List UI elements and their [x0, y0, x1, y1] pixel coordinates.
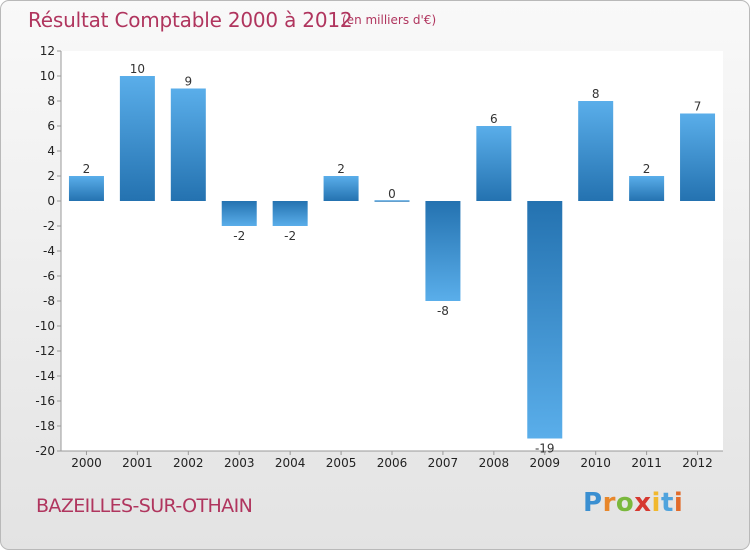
x-tick-label: 2004 — [275, 456, 306, 470]
y-tick-label: 10 — [40, 69, 55, 83]
x-tick-label: 2006 — [377, 456, 408, 470]
x-tick-label: 2000 — [71, 456, 102, 470]
plot-area — [61, 51, 723, 451]
logo-letter: t — [660, 488, 674, 518]
bar — [170, 88, 206, 201]
bar — [629, 176, 665, 201]
logo-letter: r — [602, 488, 616, 518]
bar-value-label: -2 — [233, 229, 245, 243]
y-tick-label: -18 — [35, 419, 55, 433]
bar — [578, 101, 614, 201]
bar — [374, 200, 410, 202]
bar — [272, 201, 308, 226]
y-tick-label: 0 — [47, 194, 55, 208]
x-tick-label: 2007 — [428, 456, 459, 470]
y-tick-label: -4 — [43, 244, 55, 258]
bar-value-label: 6 — [490, 112, 498, 126]
bar-value-label: -19 — [535, 442, 555, 456]
x-tick-label: 2012 — [682, 456, 713, 470]
y-tick-label: -6 — [43, 269, 55, 283]
bar-value-label: 10 — [130, 62, 145, 76]
x-tick-label: 2010 — [580, 456, 611, 470]
bar — [68, 176, 104, 201]
logo-letter: o — [615, 488, 635, 518]
y-tick-label: -2 — [43, 219, 55, 233]
logo-letter: i — [673, 488, 684, 518]
bar-value-label: 7 — [694, 100, 702, 114]
y-tick-label: 4 — [47, 144, 55, 158]
bar — [221, 201, 257, 226]
bar-value-label: 2 — [643, 162, 651, 176]
bar-value-label: -2 — [284, 229, 296, 243]
x-tick-label: 2003 — [224, 456, 255, 470]
bar — [476, 126, 512, 201]
y-tick-label: 2 — [47, 169, 55, 183]
logo-letter: P — [583, 488, 603, 518]
chart-subtitle: (en milliers d'€) — [342, 13, 437, 27]
bar — [323, 176, 359, 201]
bar — [119, 76, 155, 201]
x-tick-label: 2005 — [326, 456, 357, 470]
bar-value-label: 0 — [388, 187, 396, 201]
bar-value-label: 2 — [83, 162, 91, 176]
x-tick-label: 2008 — [479, 456, 510, 470]
bar — [680, 113, 716, 201]
y-tick-label: -14 — [35, 369, 55, 383]
bar-value-label: 8 — [592, 87, 600, 101]
commune-name: BAZEILLES-SUR-OTHAIN — [36, 495, 253, 517]
y-tick-label: -12 — [35, 344, 55, 358]
bar-value-label: 9 — [184, 75, 192, 89]
y-tick-label: 12 — [40, 44, 55, 58]
logo-letter: x — [634, 488, 652, 518]
x-tick-label: 2002 — [173, 456, 204, 470]
x-tick-label: 2011 — [631, 456, 662, 470]
y-tick-label: 8 — [47, 94, 55, 108]
y-tick-label: 6 — [47, 119, 55, 133]
bar-value-label: -8 — [437, 304, 449, 318]
logo-letter: i — [651, 488, 661, 518]
bar — [527, 201, 563, 439]
x-tick-label: 2001 — [122, 456, 153, 470]
x-tick-label: 2009 — [529, 456, 560, 470]
y-tick-label: -10 — [35, 319, 55, 333]
y-tick-label: -16 — [35, 394, 55, 408]
bar-value-label: 2 — [337, 162, 345, 176]
bar — [425, 201, 461, 301]
chart-title: Résultat Comptable 2000 à 2012 — [28, 8, 353, 32]
proxiti-logo[interactable]: Proxiti — [583, 488, 683, 518]
y-tick-label: -20 — [35, 444, 55, 458]
y-tick-label: -8 — [43, 294, 55, 308]
